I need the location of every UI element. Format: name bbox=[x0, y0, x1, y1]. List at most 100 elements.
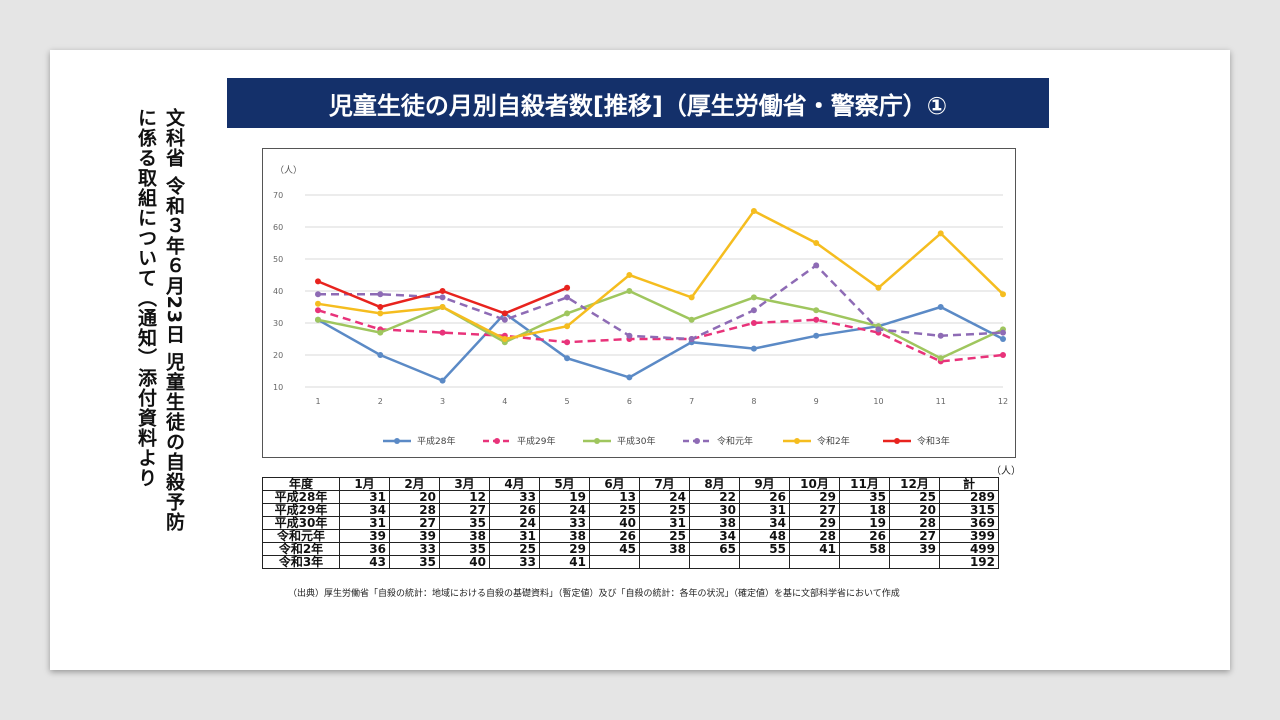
table-cell: 29 bbox=[789, 516, 840, 530]
legend-marker bbox=[694, 438, 700, 444]
table-header-cell: 年度 bbox=[262, 477, 340, 491]
data-point bbox=[1000, 329, 1006, 336]
legend-marker bbox=[394, 438, 400, 444]
table-cell bbox=[639, 555, 690, 569]
legend-label: 令和元年 bbox=[717, 435, 753, 447]
data-point bbox=[937, 304, 944, 310]
legend-label: 平成28年 bbox=[417, 435, 455, 447]
table-cell: 43 bbox=[339, 555, 390, 569]
data-point bbox=[501, 316, 508, 323]
table-cell: 39 bbox=[889, 542, 940, 556]
table-cell: 19 bbox=[539, 490, 590, 504]
table-cell: 29 bbox=[789, 490, 840, 504]
legend-marker bbox=[594, 438, 600, 444]
y-axis-label: （人） bbox=[275, 165, 302, 176]
table-cell: 25 bbox=[589, 503, 640, 517]
legend-marker bbox=[894, 438, 900, 444]
table-header-cell: 9月 bbox=[739, 477, 790, 491]
table-cell: 27 bbox=[439, 503, 490, 517]
data-point bbox=[813, 262, 820, 269]
data-point bbox=[750, 208, 757, 214]
table-cell: 38 bbox=[689, 516, 740, 530]
y-tick-label: 20 bbox=[273, 351, 283, 360]
data-point bbox=[813, 316, 820, 323]
data-point bbox=[1000, 291, 1006, 298]
data-point bbox=[564, 339, 571, 346]
data-point bbox=[688, 336, 695, 342]
table-cell: 33 bbox=[539, 516, 590, 530]
data-point bbox=[439, 304, 446, 310]
table-cell bbox=[739, 555, 790, 569]
table-header-cell: 5月 bbox=[539, 477, 590, 491]
table-cell: 28 bbox=[889, 516, 940, 530]
table-cell: 45 bbox=[589, 542, 640, 556]
data-point bbox=[377, 291, 384, 298]
table-cell: 33 bbox=[489, 555, 540, 569]
data-table: 年度 1月 2月 3月 4月 5月 6月 7月 8月 9月 10月 11月 12月計 平成28年 31 20… bbox=[262, 477, 999, 569]
table-row-label: 令和2年 bbox=[262, 542, 340, 556]
table-row-label: 平成29年 bbox=[262, 503, 340, 517]
table-cell: 27 bbox=[789, 503, 840, 517]
data-point bbox=[377, 352, 384, 358]
x-tick-label: 9 bbox=[814, 397, 819, 406]
table-row-label: 令和3年 bbox=[262, 555, 340, 569]
data-point bbox=[813, 240, 820, 246]
table-cell: 34 bbox=[339, 503, 390, 517]
table-cell: 28 bbox=[389, 503, 440, 517]
legend-marker bbox=[494, 438, 500, 444]
table-row: 平成28年 31 20 12 33 19 13 24 22 26 29 35 25 289 bbox=[262, 490, 999, 504]
table-cell: 34 bbox=[689, 529, 740, 543]
table-cell: 35 bbox=[389, 555, 440, 569]
table-cell: 30 bbox=[689, 503, 740, 517]
table-cell: 35 bbox=[439, 516, 490, 530]
table-cell: 192 bbox=[939, 555, 999, 569]
data-point bbox=[501, 336, 508, 342]
table-cell: 399 bbox=[939, 529, 999, 543]
data-point bbox=[750, 320, 757, 326]
x-tick-label: 4 bbox=[502, 397, 507, 406]
data-point bbox=[750, 345, 757, 352]
series-line bbox=[317, 305, 1004, 383]
legend-label: 令和2年 bbox=[817, 435, 850, 447]
table-header-cell: 10月 bbox=[789, 477, 840, 491]
data-point bbox=[1000, 352, 1006, 358]
data-point bbox=[439, 288, 446, 294]
table-cell: 48 bbox=[739, 529, 790, 543]
table-header-cell: 12月 bbox=[889, 477, 940, 491]
table-cell: 39 bbox=[339, 529, 390, 543]
table-row-label: 令和元年 bbox=[262, 529, 340, 543]
x-tick-label: 12 bbox=[998, 397, 1008, 406]
table-row: 令和元年 39 39 38 31 38 26 25 34 48 28 26 27 399 bbox=[262, 529, 999, 543]
table-cell: 58 bbox=[839, 542, 890, 556]
table-cell bbox=[789, 555, 840, 569]
data-point bbox=[315, 291, 321, 298]
table-cell: 33 bbox=[489, 490, 540, 504]
table-cell: 31 bbox=[339, 490, 390, 504]
table-header-row: 年度 1月 2月 3月 4月 5月 6月 7月 8月 9月 10月 11月 12月計 bbox=[262, 477, 999, 491]
table-cell: 31 bbox=[489, 529, 540, 543]
x-tick-label: 8 bbox=[751, 397, 756, 406]
data-point bbox=[315, 300, 321, 307]
table-cell: 289 bbox=[939, 490, 999, 504]
source-note: （出典）厚生労働省「自殺の統計：地域における自殺の基礎資料」（暫定値）及び「自殺… bbox=[288, 589, 900, 599]
data-point bbox=[813, 332, 820, 339]
table-cell: 33 bbox=[389, 542, 440, 556]
slide: 児童生徒の月別自殺者数[推移]（厚生労働省・警察庁）① 文科省 令和３年６月23… bbox=[50, 50, 1230, 670]
table-cell: 27 bbox=[889, 529, 940, 543]
table-cell: 25 bbox=[639, 529, 690, 543]
legend-label: 平成30年 bbox=[617, 435, 655, 447]
data-point bbox=[626, 374, 633, 381]
data-point bbox=[875, 326, 882, 333]
x-tick-label: 7 bbox=[689, 397, 694, 406]
table-cell: 28 bbox=[789, 529, 840, 543]
data-point bbox=[564, 310, 571, 317]
table-cell: 31 bbox=[739, 503, 790, 517]
table-header-cell: 1月 bbox=[339, 477, 390, 491]
data-point bbox=[937, 332, 944, 339]
table-unit: （人） bbox=[991, 466, 1021, 477]
table-cell: 315 bbox=[939, 503, 999, 517]
table-row: 平成29年 34 28 27 26 24 25 25 30 31 27 18 20 315 bbox=[262, 503, 999, 517]
table-header-cell: 3月 bbox=[439, 477, 490, 491]
table-cell: 38 bbox=[539, 529, 590, 543]
y-tick-label: 50 bbox=[273, 255, 283, 264]
